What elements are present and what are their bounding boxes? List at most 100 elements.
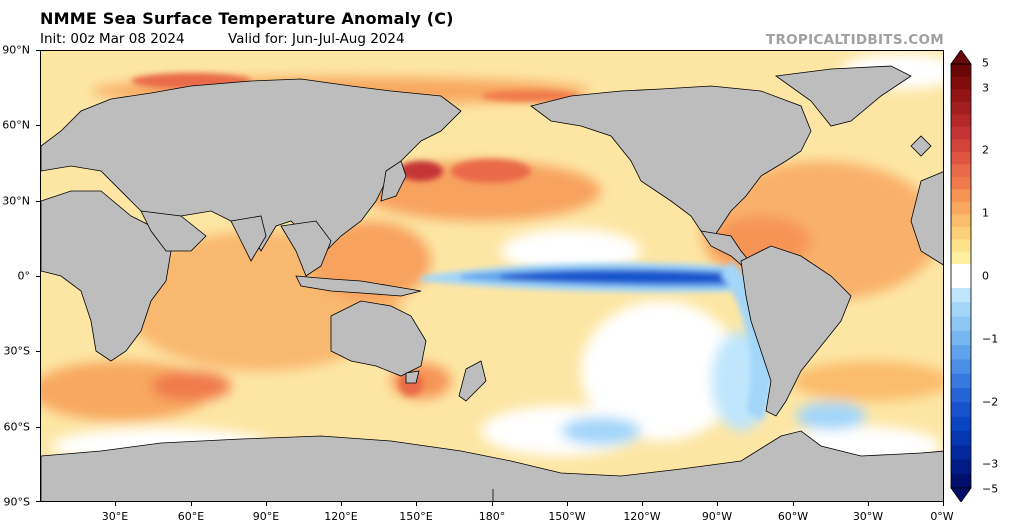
sst-anomaly-map bbox=[40, 50, 944, 502]
colorbar-cool-segment bbox=[951, 330, 971, 346]
lat-label-90n: 90°N bbox=[2, 43, 30, 57]
india-land bbox=[230, 215, 267, 262]
colorbar-warm-segment bbox=[951, 126, 971, 140]
antarctica-land bbox=[41, 430, 943, 501]
lat-tick bbox=[36, 201, 40, 202]
arabia-land bbox=[140, 210, 207, 252]
south-atlantic-cool bbox=[796, 402, 866, 430]
lat-tick bbox=[36, 351, 40, 352]
colorbar-label: −3 bbox=[982, 457, 999, 471]
colorbar-warm-segment bbox=[951, 89, 971, 102]
colorbar-label: −1 bbox=[982, 332, 999, 346]
new-zealand-land bbox=[458, 360, 487, 402]
lon-label-90w: 90°W bbox=[701, 510, 733, 523]
land-masses bbox=[41, 65, 943, 501]
lon-tick bbox=[492, 502, 493, 506]
kuroshio-hotspot bbox=[399, 161, 443, 181]
watermark-text: TROPICALTIDBITS.COM bbox=[765, 32, 944, 48]
colorbar-warm-segment bbox=[951, 226, 971, 240]
lon-tick bbox=[191, 502, 192, 506]
west-africa-edge-land bbox=[910, 171, 943, 266]
lon-tick bbox=[567, 502, 568, 506]
lon-label-60w: 60°W bbox=[777, 510, 809, 523]
colorbar-cool-segment bbox=[951, 359, 971, 375]
lon-tick bbox=[717, 502, 718, 506]
colorbar-label: −2 bbox=[982, 395, 999, 409]
lat-label-30n: 30°N bbox=[2, 194, 30, 208]
lon-label-30w: 30°W bbox=[852, 510, 884, 523]
colorbar-warm-segment bbox=[951, 76, 971, 90]
tasmania-land bbox=[405, 370, 420, 384]
colorbar-cool-segment bbox=[951, 345, 971, 360]
lon-tick bbox=[416, 502, 417, 506]
lon-label-120e: 120°E bbox=[324, 510, 358, 523]
colorbar-label: 2 bbox=[982, 143, 989, 157]
colorbar-label: 5 bbox=[982, 56, 989, 70]
colorbar-warm-segment bbox=[951, 101, 971, 115]
lon-tick bbox=[115, 502, 116, 506]
colorbar-cool-segment bbox=[951, 430, 971, 446]
colorbar-bottom-arrow bbox=[950, 487, 972, 502]
colorbar-warm-segment bbox=[951, 201, 971, 215]
central-pacific-neutral bbox=[501, 229, 641, 273]
map-canvas bbox=[41, 51, 943, 501]
colorbar-warm-segment bbox=[951, 64, 971, 77]
colorbar-cool-segments bbox=[951, 288, 971, 489]
lat-label-90s: 90°S bbox=[3, 495, 30, 509]
valid-period: Valid for: Jun-Jul-Aug 2024 bbox=[228, 31, 405, 47]
lat-tick bbox=[36, 427, 40, 428]
colorbar-cool-segment bbox=[951, 316, 971, 332]
colorbar-frame bbox=[950, 63, 972, 489]
colorbar-warm-segment bbox=[951, 214, 971, 227]
colorbar-label: 0 bbox=[982, 269, 989, 283]
colorbar-cool-segment bbox=[951, 445, 971, 460]
lat-label-30s: 30°S bbox=[3, 344, 30, 358]
colorbar bbox=[950, 50, 972, 502]
colorbar-warm-segment bbox=[951, 251, 971, 265]
lon-tick bbox=[266, 502, 267, 506]
colorbar-cool-segment bbox=[951, 473, 971, 489]
colorbar-warm-segment bbox=[951, 164, 971, 177]
bering-hotspot bbox=[481, 90, 581, 102]
japan-land bbox=[380, 160, 407, 202]
colorbar-cool-segment bbox=[951, 416, 971, 432]
colorbar-cool-segment bbox=[951, 302, 971, 317]
colorbar-label: −5 bbox=[982, 482, 999, 496]
colorbar-warm-segment bbox=[951, 176, 971, 190]
peru-coast-cool bbox=[721, 261, 773, 421]
colorbar-warm-segment bbox=[951, 151, 971, 165]
lat-tick bbox=[36, 125, 40, 126]
colorbar-top-arrow bbox=[950, 50, 972, 65]
init-time: Init: 00z Mar 08 2024 bbox=[40, 31, 185, 47]
southeast-asia-land bbox=[280, 220, 332, 277]
lon-label-60e: 60°E bbox=[177, 510, 205, 523]
lon-tick bbox=[868, 502, 869, 506]
lon-tick bbox=[642, 502, 643, 506]
lat-label-60s: 60°S bbox=[3, 420, 30, 434]
lon-label-30e: 30°E bbox=[101, 510, 129, 523]
lon-label-150w: 150°W bbox=[548, 510, 586, 523]
lat-tick bbox=[36, 276, 40, 277]
indonesia-land bbox=[295, 275, 422, 297]
lon-label-0w: 0°W bbox=[930, 510, 954, 523]
cold-tongue bbox=[421, 261, 773, 421]
colorbar-warm-segment bbox=[951, 239, 971, 252]
greenland-land bbox=[774, 65, 912, 127]
colorbar-warm-segment bbox=[951, 139, 971, 152]
colorbar-label: 3 bbox=[982, 81, 989, 95]
southern-cool-patch bbox=[561, 417, 641, 445]
lat-label-0: 0° bbox=[17, 269, 31, 283]
colorbar-label: 1 bbox=[982, 206, 989, 220]
australia-land bbox=[330, 300, 427, 377]
north-pacific-hotspot bbox=[451, 159, 531, 183]
colorbar-cool-segment bbox=[951, 388, 971, 403]
africa-land bbox=[41, 190, 172, 362]
south-america-land bbox=[740, 245, 852, 417]
lon-tick bbox=[943, 502, 944, 506]
colorbar-cool-segment bbox=[951, 402, 971, 417]
map-title: NMME Sea Surface Temperature Anomaly (C) bbox=[40, 9, 454, 28]
lon-label-150e: 150°E bbox=[399, 510, 433, 523]
south-indian-warm bbox=[151, 371, 231, 401]
lon-tick bbox=[341, 502, 342, 506]
lon-label-90e: 90°E bbox=[252, 510, 280, 523]
